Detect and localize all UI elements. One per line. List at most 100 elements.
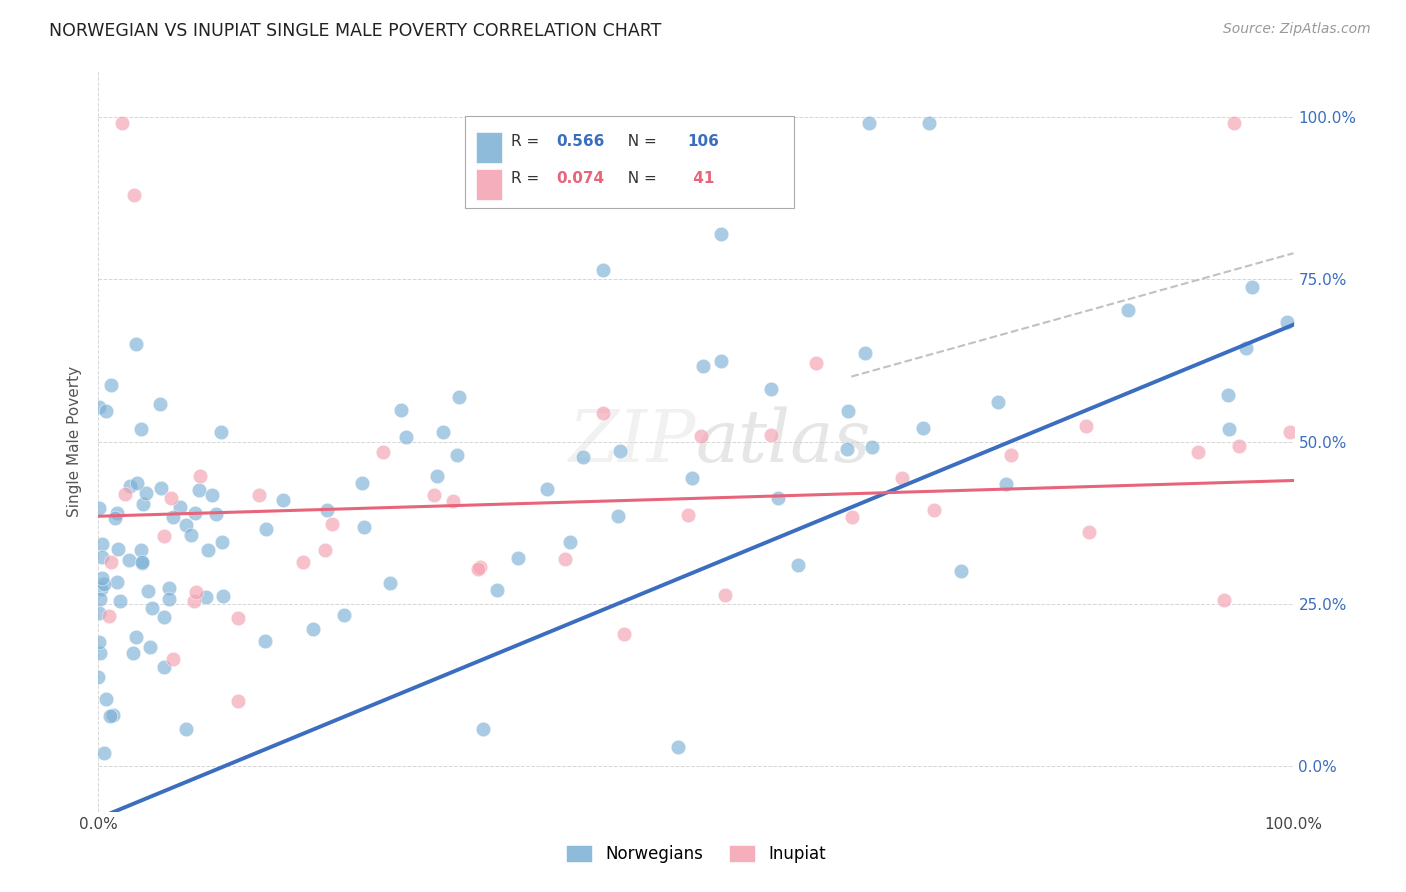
Point xyxy=(107,542,129,557)
Point xyxy=(148,397,170,411)
Point xyxy=(226,694,249,708)
Point xyxy=(180,528,202,542)
Point xyxy=(353,520,375,534)
Point xyxy=(470,560,492,574)
Point xyxy=(89,582,111,596)
Point xyxy=(508,551,530,566)
Point xyxy=(188,469,211,483)
Point xyxy=(449,390,471,404)
Point xyxy=(176,518,198,533)
Point xyxy=(129,543,152,558)
Point xyxy=(118,478,141,492)
Text: 41: 41 xyxy=(688,171,714,186)
Point xyxy=(100,377,122,392)
Point xyxy=(922,503,945,517)
Point xyxy=(89,591,111,606)
Text: 106: 106 xyxy=(688,134,720,149)
Point xyxy=(613,626,636,640)
Point xyxy=(837,404,859,418)
Point xyxy=(150,481,173,495)
Point xyxy=(759,427,782,442)
Point xyxy=(124,187,146,202)
Point xyxy=(918,116,941,130)
Point xyxy=(153,610,176,624)
Point xyxy=(247,488,270,502)
Point xyxy=(1116,303,1139,318)
Point xyxy=(853,346,876,360)
Point xyxy=(114,486,136,500)
Text: N =: N = xyxy=(619,171,662,186)
Point xyxy=(100,556,122,570)
Point xyxy=(432,425,454,439)
Text: 0.566: 0.566 xyxy=(557,134,605,149)
Point xyxy=(1236,341,1258,355)
Point xyxy=(228,611,250,625)
Point xyxy=(995,476,1018,491)
Point xyxy=(103,708,125,723)
Point xyxy=(378,576,401,591)
Point xyxy=(841,510,863,524)
Point xyxy=(100,708,122,723)
Point xyxy=(212,589,235,603)
Point xyxy=(132,497,155,511)
Point xyxy=(131,556,153,570)
Point xyxy=(87,500,110,515)
Point xyxy=(125,337,148,351)
Point xyxy=(560,535,582,549)
Point xyxy=(423,487,446,501)
Point xyxy=(169,500,191,515)
Point xyxy=(103,511,125,525)
Point xyxy=(136,583,159,598)
Point xyxy=(157,591,180,606)
Point xyxy=(315,503,337,517)
Point xyxy=(174,722,197,736)
Point xyxy=(271,493,294,508)
FancyBboxPatch shape xyxy=(477,132,502,163)
Point xyxy=(835,442,858,456)
Point xyxy=(121,646,143,660)
Point xyxy=(536,482,558,496)
Point xyxy=(94,692,117,706)
Point xyxy=(118,553,141,567)
Text: atlas: atlas xyxy=(696,406,872,477)
Point xyxy=(105,506,128,520)
Point xyxy=(321,517,343,532)
Point xyxy=(681,470,703,484)
Point xyxy=(1278,425,1301,439)
Point xyxy=(152,659,174,673)
Point xyxy=(211,535,233,549)
Point xyxy=(135,486,157,500)
Point xyxy=(201,488,224,502)
Point xyxy=(609,444,631,458)
Point xyxy=(209,425,232,439)
Point xyxy=(90,571,112,585)
Point xyxy=(467,562,489,576)
Point xyxy=(89,606,111,620)
Text: Source: ZipAtlas.com: Source: ZipAtlas.com xyxy=(1223,22,1371,37)
Text: R =: R = xyxy=(510,171,544,186)
Point xyxy=(1223,116,1246,130)
Point xyxy=(94,404,117,418)
Point xyxy=(97,609,120,624)
Point xyxy=(710,353,733,368)
FancyBboxPatch shape xyxy=(477,169,502,200)
Point xyxy=(197,543,219,558)
Point xyxy=(125,476,148,491)
Point xyxy=(1218,422,1240,436)
Point xyxy=(766,491,789,505)
Point xyxy=(787,558,810,572)
Point xyxy=(87,400,110,414)
Point xyxy=(89,646,111,660)
Point xyxy=(592,263,614,277)
Point xyxy=(912,421,935,435)
Text: N =: N = xyxy=(619,134,662,149)
Point xyxy=(592,406,614,420)
Point xyxy=(371,444,394,458)
Point xyxy=(162,652,184,666)
Point xyxy=(676,508,699,522)
Point xyxy=(129,422,152,436)
Point xyxy=(1000,448,1022,462)
Point xyxy=(1275,315,1298,329)
Point xyxy=(183,594,205,608)
Text: ZIP: ZIP xyxy=(568,406,696,477)
